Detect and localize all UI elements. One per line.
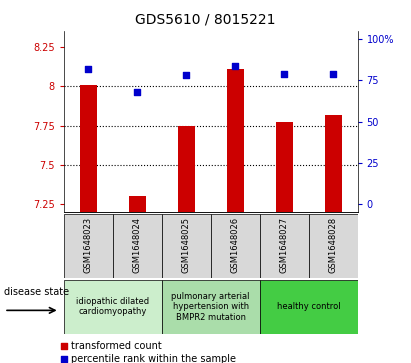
Point bbox=[281, 71, 287, 77]
Point bbox=[85, 66, 92, 72]
Text: GSM1648028: GSM1648028 bbox=[328, 217, 337, 273]
Bar bbox=[129, 196, 146, 212]
Point bbox=[232, 62, 238, 68]
Text: GDS5610 / 8015221: GDS5610 / 8015221 bbox=[135, 13, 276, 27]
Point bbox=[330, 71, 336, 77]
Bar bbox=[64, 214, 113, 278]
Bar bbox=[80, 85, 97, 212]
Text: pulmonary arterial
hypertension with
BMPR2 mutation: pulmonary arterial hypertension with BMP… bbox=[171, 292, 250, 322]
Text: healthy control: healthy control bbox=[277, 302, 340, 311]
Text: idiopathic dilated
cardiomyopathy: idiopathic dilated cardiomyopathy bbox=[76, 297, 149, 317]
Bar bbox=[162, 214, 211, 278]
Bar bbox=[260, 214, 309, 278]
Legend: transformed count, percentile rank within the sample: transformed count, percentile rank withi… bbox=[60, 340, 236, 363]
Bar bbox=[226, 69, 244, 212]
Bar bbox=[260, 280, 358, 334]
Text: GSM1648026: GSM1648026 bbox=[231, 217, 240, 273]
Point bbox=[183, 73, 189, 78]
Bar bbox=[211, 214, 260, 278]
Text: GSM1648025: GSM1648025 bbox=[182, 217, 191, 273]
Text: GSM1648027: GSM1648027 bbox=[279, 217, 289, 273]
Bar bbox=[178, 126, 195, 212]
Bar bbox=[64, 280, 162, 334]
Bar bbox=[275, 122, 293, 212]
Point bbox=[134, 89, 141, 95]
Bar bbox=[113, 214, 162, 278]
Bar bbox=[325, 114, 342, 212]
Text: GSM1648024: GSM1648024 bbox=[133, 217, 142, 273]
Text: GSM1648023: GSM1648023 bbox=[84, 217, 93, 273]
Bar bbox=[309, 214, 358, 278]
Text: disease state: disease state bbox=[4, 287, 69, 297]
Bar bbox=[162, 280, 260, 334]
